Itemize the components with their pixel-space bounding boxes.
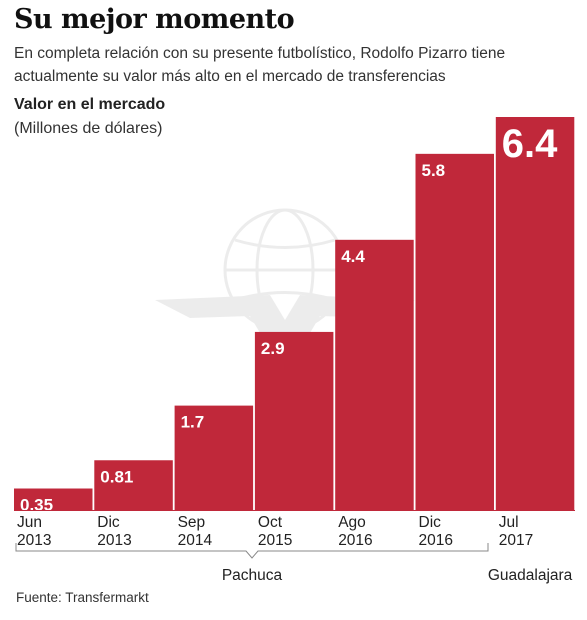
x-tick-label-6-0: Jul (499, 514, 519, 531)
y-axis-unit: (Millones de dólares) (14, 120, 163, 137)
x-tick-label-2-1: 2014 (178, 532, 213, 549)
bar-5 (415, 153, 494, 510)
value-label-5: 5.8 (422, 161, 446, 180)
x-tick-label-0-0: Jun (17, 514, 42, 531)
x-tick-label-4-1: 2016 (338, 532, 372, 549)
value-label-2: 1.7 (181, 413, 205, 432)
bar-2 (174, 405, 254, 510)
group-label-0: Pachuca (222, 567, 283, 584)
x-tick-label-0-1: 2013 (17, 532, 51, 549)
group-bracket-0 (15, 543, 489, 559)
group-label-1: Guadalajara (488, 567, 573, 584)
value-label-0: 0.35 (20, 496, 53, 515)
bar-3 (254, 331, 334, 510)
x-tick-label-4-0: Ago (338, 514, 366, 531)
x-tick-label-3-1: 2015 (258, 532, 292, 549)
value-label-4: 4.4 (341, 247, 365, 266)
x-tick-label-5-0: Dic (419, 514, 442, 531)
x-tick-label-6-1: 2017 (499, 532, 533, 549)
chart-subtitle: En completa relación con su presente fut… (14, 45, 506, 85)
y-axis-label: Valor en el mercado (14, 96, 166, 113)
x-tick-label-1-0: Dic (97, 514, 120, 531)
value-label-1: 0.81 (100, 467, 133, 486)
source-note: Fuente: Transfermarkt (16, 590, 149, 605)
bar-chart: 0.35Jun20130.81Dic20131.7Sep20142.9Oct20… (14, 117, 575, 584)
value-label-3: 2.9 (261, 339, 285, 358)
chart-title: Su mejor momento (14, 4, 295, 35)
bar-1 (94, 460, 173, 510)
bar-6 (495, 117, 575, 510)
bar-0 (14, 488, 93, 510)
x-tick-label-1-1: 2013 (97, 532, 131, 549)
bar-4 (335, 239, 414, 510)
x-tick-label-3-0: Oct (258, 514, 283, 531)
x-tick-label-2-0: Sep (178, 514, 206, 531)
x-tick-label-5-1: 2016 (419, 532, 453, 549)
value-label-6: 6.4 (502, 122, 558, 166)
